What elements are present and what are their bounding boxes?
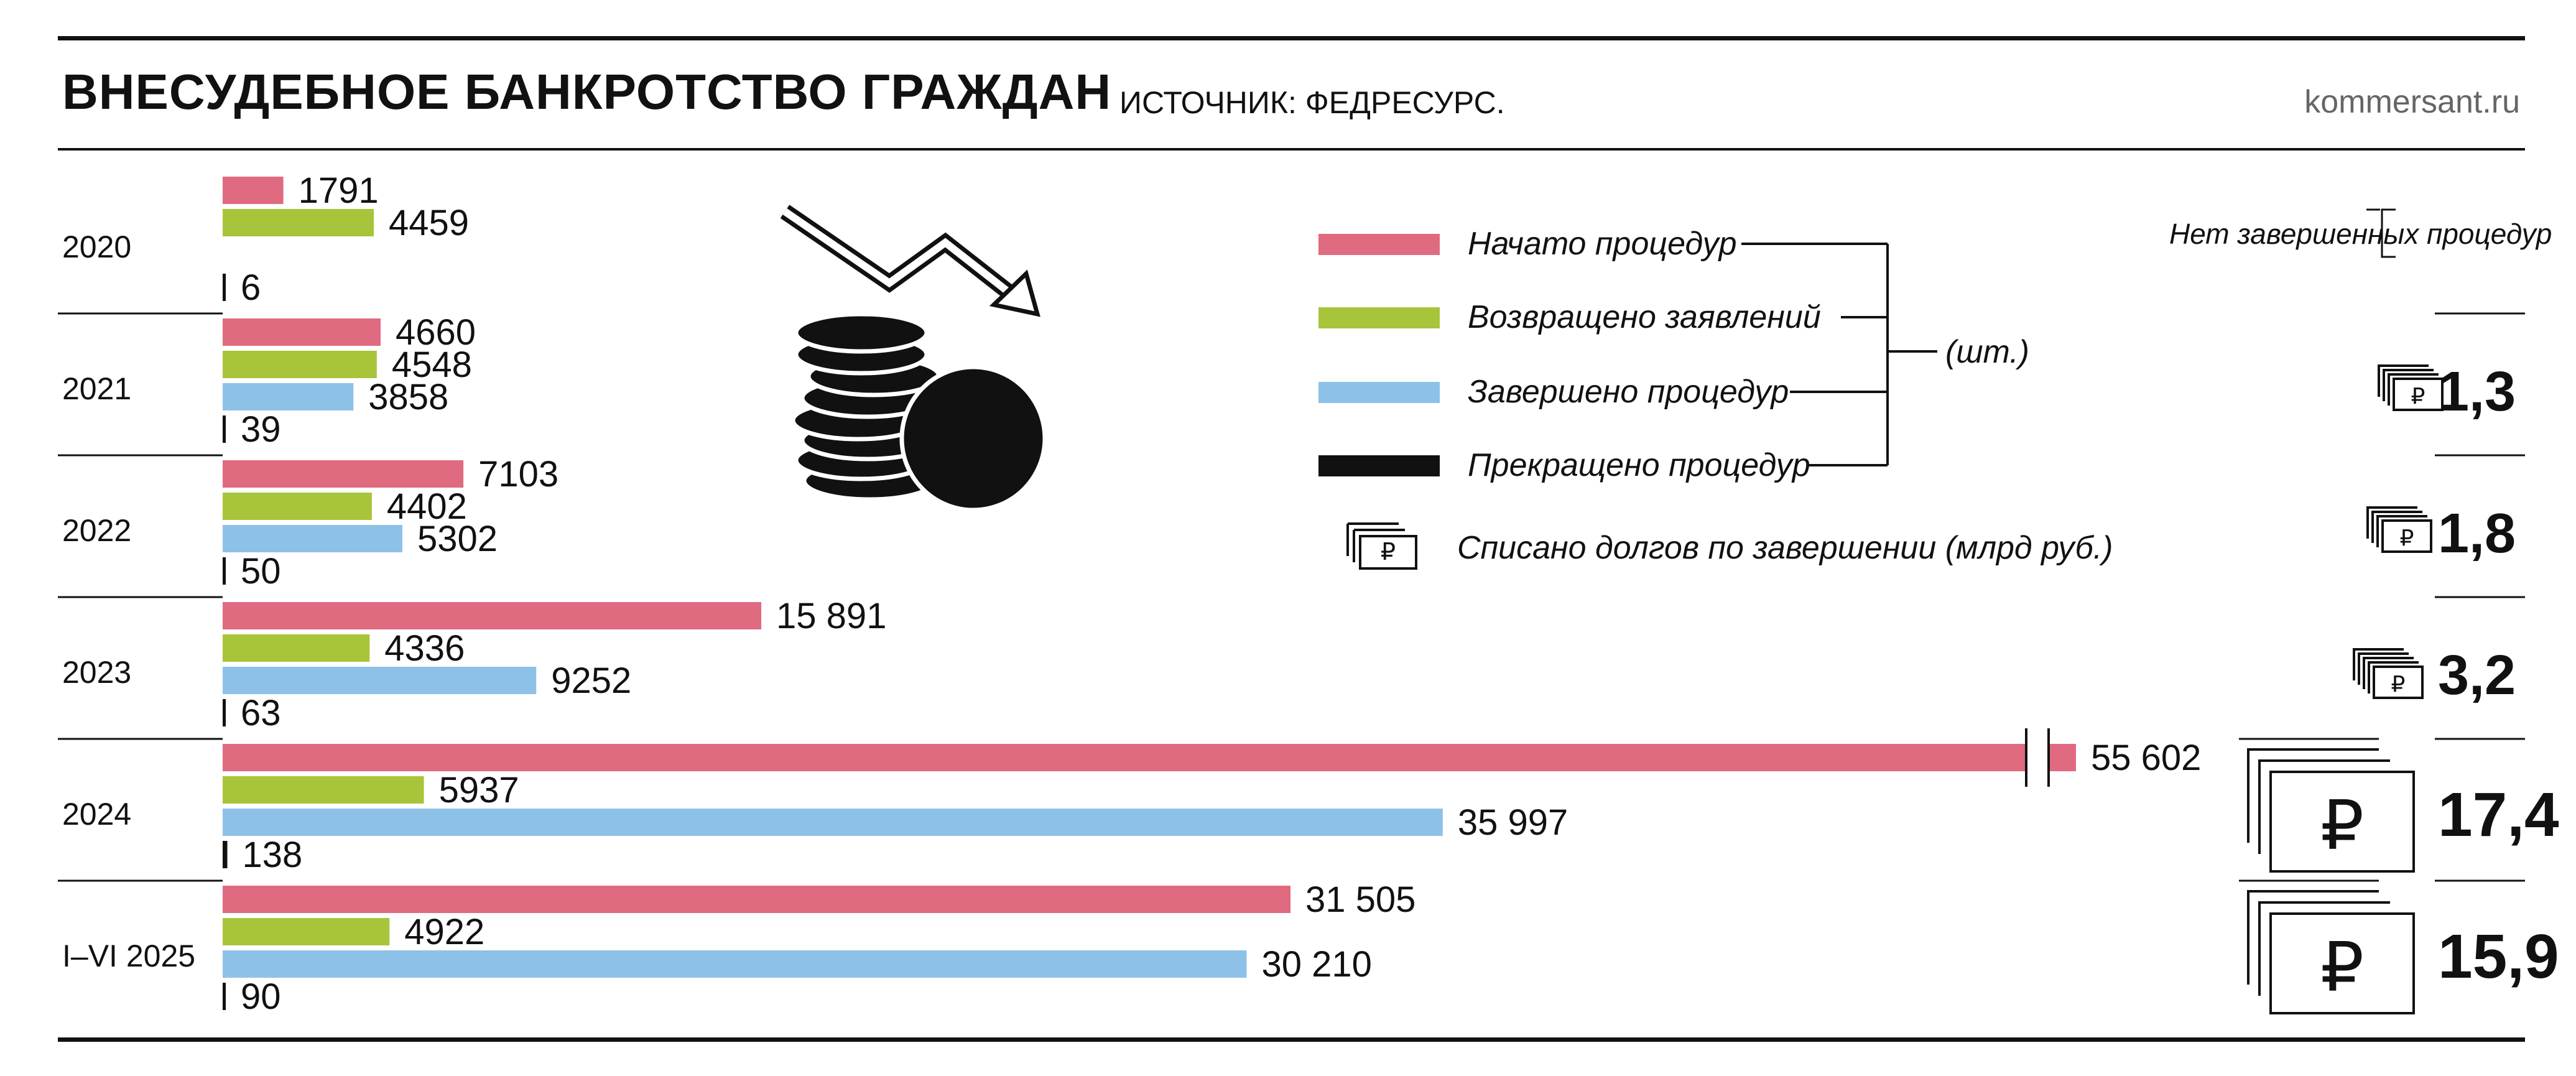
- bar-2: [223, 667, 537, 694]
- bar-1: [223, 493, 372, 520]
- data-label: 4336: [384, 628, 465, 669]
- data-label: 90: [241, 976, 281, 1017]
- bar-3: [223, 983, 226, 1010]
- writeoff-value: 17,4: [2438, 780, 2559, 850]
- bar-1: [223, 634, 370, 662]
- data-label: 35 997: [1458, 802, 1568, 843]
- banknote: [2393, 378, 2444, 411]
- bar-1: [223, 918, 390, 945]
- data-label: 6: [241, 267, 261, 308]
- category-label: 2024: [62, 797, 131, 832]
- source-note: ИСТОЧНИК: ФЕДРЕСУРС.: [1119, 85, 1505, 120]
- bar-1: [223, 209, 374, 236]
- data-label: 4922: [404, 912, 484, 952]
- bar-3: [223, 841, 228, 868]
- data-label: 4402: [387, 486, 467, 527]
- svg-text:₽: ₽: [1381, 538, 1396, 565]
- axis-break: [2026, 728, 2049, 787]
- writeoff-legend-label: Списано долгов по завершении (млрд руб.): [1457, 530, 2113, 566]
- bar-2: [223, 950, 1247, 978]
- bar-0: [223, 744, 2076, 771]
- data-label: 5937: [439, 770, 519, 810]
- writeoff-value: 15,9: [2438, 922, 2559, 991]
- data-label: 39: [241, 409, 281, 450]
- data-label: 138: [243, 835, 303, 875]
- writeoff-value: 1,3: [2438, 361, 2516, 423]
- data-label: 7103: [478, 454, 558, 494]
- category-label: I–VI 2025: [62, 939, 195, 973]
- data-label: 63: [241, 693, 281, 733]
- header-rule: [58, 148, 2525, 151]
- legend-swatch-terminated: [1318, 455, 1440, 476]
- bar-1: [223, 351, 377, 378]
- legend-swatch-returned: [1318, 307, 1440, 328]
- banknotes-icon: [2378, 364, 2439, 406]
- data-label: 4459: [389, 203, 469, 243]
- bar-0: [223, 460, 464, 488]
- bar-2: [223, 383, 354, 410]
- banknotes-legend-icon: ₽: [1346, 522, 1417, 570]
- banknotes-icon: [2247, 890, 2390, 996]
- category-label: 2023: [62, 655, 131, 690]
- data-label: 5302: [417, 519, 498, 559]
- legend-label-completed: Завершено процедур: [1468, 374, 1789, 410]
- data-label: 4548: [392, 345, 472, 385]
- bottom-rule: [58, 1037, 2525, 1042]
- ruble-icon: ₽: [2320, 927, 2364, 1007]
- banknote: [2269, 771, 2415, 873]
- writeoff-value: 3,2: [2438, 644, 2516, 707]
- banknotes-icon: ₽: [1345, 521, 1420, 580]
- banknote: [2269, 912, 2415, 1014]
- site-name[interactable]: kommersant.ru: [2304, 84, 2520, 120]
- category-label: 2020: [62, 230, 131, 264]
- bar-0: [223, 602, 762, 629]
- writeoff-value: 1,8: [2438, 503, 2516, 565]
- data-label: 3858: [368, 377, 448, 417]
- banknote: [2373, 666, 2424, 699]
- data-label: 55 602: [2091, 738, 2201, 778]
- data-label: 15 891: [776, 596, 886, 636]
- ruble-icon: ₽: [2320, 786, 2364, 865]
- data-label: 9252: [551, 661, 631, 701]
- bar-0: [223, 318, 381, 346]
- bar-3: [223, 699, 226, 726]
- legend-label-returned: Возвращено заявлений: [1468, 299, 1821, 335]
- no-completed-note: Нет завершенных процедур: [2169, 218, 2552, 250]
- legend-label-started: Начато процедур: [1468, 226, 1737, 262]
- top-rule: [58, 36, 2525, 40]
- banknotes-icon: [2353, 648, 2419, 693]
- category-label: 2021: [62, 371, 131, 406]
- banknote: [2381, 519, 2432, 553]
- bar-3: [223, 415, 226, 443]
- data-label: 4660: [396, 312, 476, 353]
- category-label: 2022: [62, 513, 131, 548]
- unit-label: (шт.): [1945, 334, 2029, 370]
- legend-label-terminated: Прекращено процедур: [1468, 447, 1810, 483]
- banknotes-icon: [2247, 748, 2390, 854]
- bar-3: [223, 557, 226, 585]
- ruble-icon: ₽: [2411, 384, 2425, 409]
- data-label: 50: [241, 551, 281, 591]
- bar-3: [223, 274, 226, 301]
- note-bracket: [2381, 208, 2396, 258]
- bar-0: [223, 177, 284, 204]
- legend-swatch-completed: [1318, 382, 1440, 403]
- bar-2: [223, 809, 1443, 836]
- bar-0: [223, 886, 1291, 913]
- data-label: 30 210: [1261, 944, 1371, 985]
- legend-swatch-started: [1318, 234, 1440, 255]
- banknotes-icon: [2366, 506, 2427, 547]
- ruble-icon: ₽: [2391, 672, 2406, 697]
- data-label: 31 505: [1305, 879, 1415, 920]
- chart-title: ВНЕСУДЕБНОЕ БАНКРОТСТВО ГРАЖДАН: [62, 64, 1112, 119]
- bar-2: [223, 525, 402, 552]
- ruble-icon: ₽: [2400, 526, 2414, 551]
- data-label: 1791: [299, 170, 379, 211]
- bar-1: [223, 776, 424, 804]
